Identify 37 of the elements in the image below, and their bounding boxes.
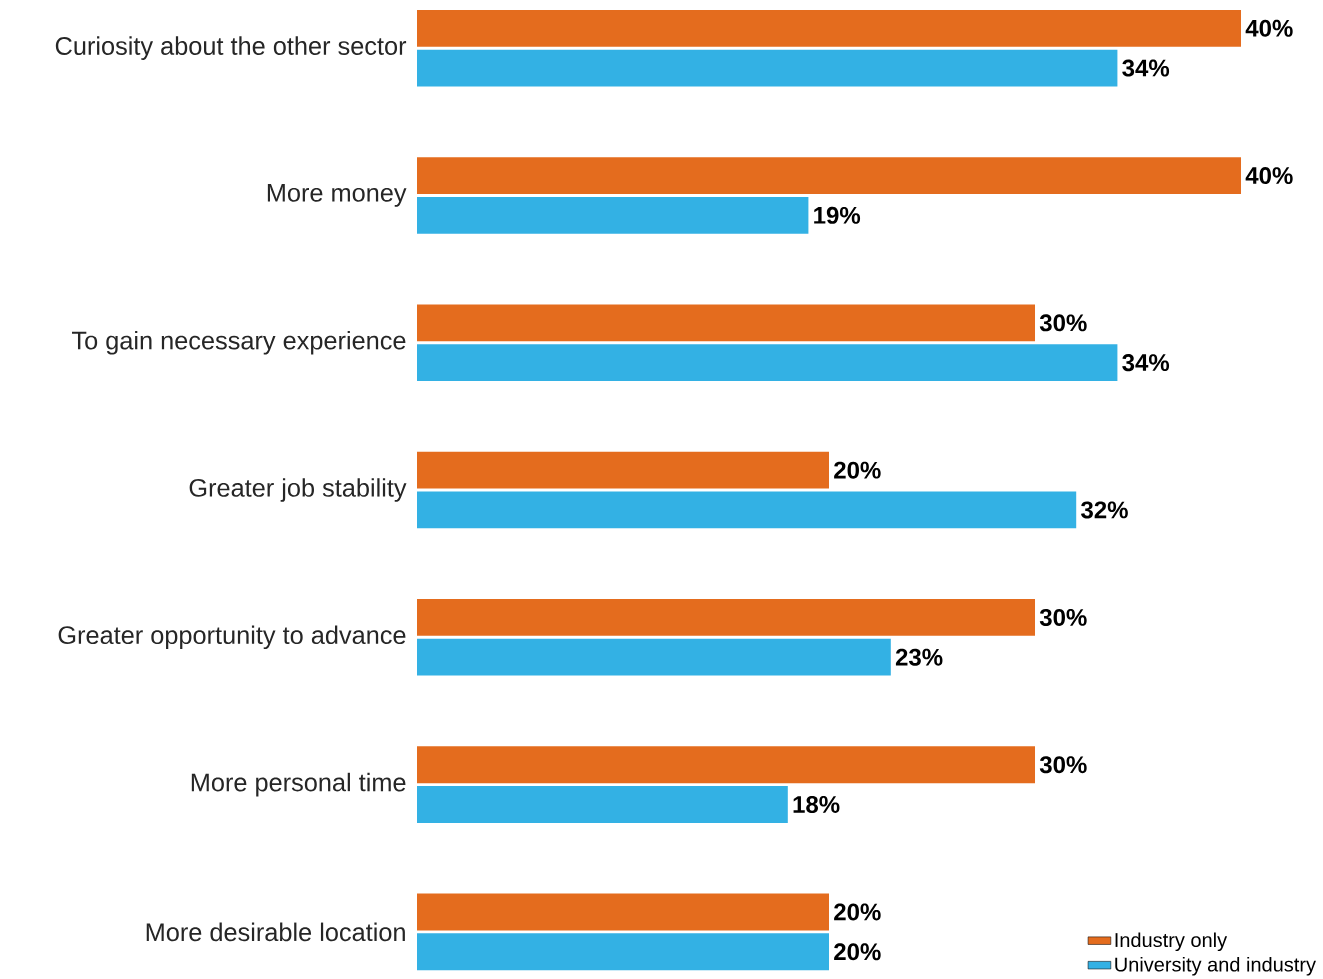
legend-label: University and industry [1115,956,1316,976]
bar [417,49,1118,87]
y-tick-label: More desirable location [146,922,405,942]
bar [417,451,829,489]
bar [417,491,1077,529]
y-tick-label: Greater job stability [189,478,407,502]
bar [417,157,1242,194]
bar [417,786,788,823]
data-label: 30% [1039,608,1087,626]
bar [417,304,1036,342]
y-tick-label: To gain necessary experience [72,330,406,355]
y-tick-label: Greater opportunity to advance [58,625,406,650]
bar [417,599,1036,636]
data-label: 34% [1122,59,1170,77]
legend-label: Industry only [1115,932,1228,952]
data-label: 32% [1081,501,1128,519]
y-tick-label: More personal time [191,772,406,797]
bar [417,746,1036,784]
data-label: 34% [1122,354,1170,372]
bar [417,933,829,971]
data-label: 23% [895,648,943,666]
y-tick-label: Curiosity about the other sector [55,36,407,60]
data-label: 20% [834,943,881,961]
bar [417,638,891,676]
y-tick-label: More money [267,184,407,207]
data-label: 19% [814,206,861,224]
data-label: 40% [1245,19,1293,37]
data-label: 40% [1245,167,1293,185]
data-label: 20% [834,461,881,479]
bar [417,196,809,234]
data-label: 18% [793,795,840,813]
data-label: 20% [834,903,881,921]
bar [417,344,1118,382]
bar [417,9,1242,47]
bar [417,893,829,931]
data-label: 30% [1039,756,1087,774]
data-label: 30% [1039,314,1087,332]
